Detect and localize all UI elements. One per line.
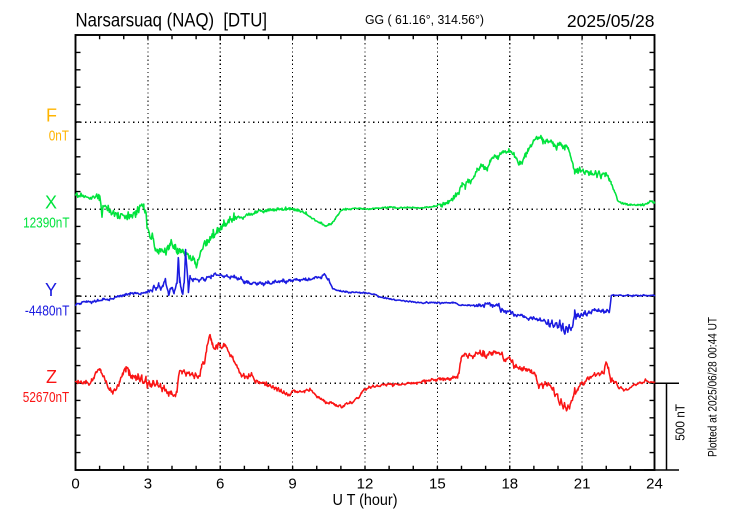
svg-text:15: 15	[429, 476, 446, 493]
svg-text:U T (hour): U T (hour)	[333, 492, 398, 509]
svg-text:21: 21	[574, 476, 591, 493]
svg-text:Narsarsuaq (NAQ) [DTU]: Narsarsuaq (NAQ) [DTU]	[76, 9, 268, 31]
svg-text:12: 12	[357, 476, 374, 493]
svg-text:F: F	[46, 106, 57, 126]
svg-text:9: 9	[288, 476, 296, 493]
svg-text:6: 6	[216, 476, 224, 493]
svg-text:X: X	[45, 193, 57, 213]
svg-text:2025/05/28: 2025/05/28	[567, 11, 655, 31]
svg-text:Y: Y	[45, 280, 57, 300]
svg-text:12390nT: 12390nT	[23, 215, 69, 232]
svg-text:0nT: 0nT	[49, 127, 69, 144]
svg-text:Z: Z	[46, 367, 57, 387]
svg-text:-4480nT: -4480nT	[25, 302, 70, 319]
svg-text:0: 0	[71, 476, 79, 493]
svg-text:18: 18	[501, 476, 518, 493]
svg-text:3: 3	[144, 476, 152, 493]
svg-text:Plotted at 2025/06/28 00:44 UT: Plotted at 2025/06/28 00:44 UT	[707, 317, 719, 457]
svg-text:24: 24	[646, 476, 663, 493]
svg-text:500 nT: 500 nT	[673, 404, 688, 441]
svg-text:GG ( 61.16°, 314.56°): GG ( 61.16°, 314.56°)	[365, 12, 484, 27]
svg-text:52670nT: 52670nT	[23, 389, 69, 406]
